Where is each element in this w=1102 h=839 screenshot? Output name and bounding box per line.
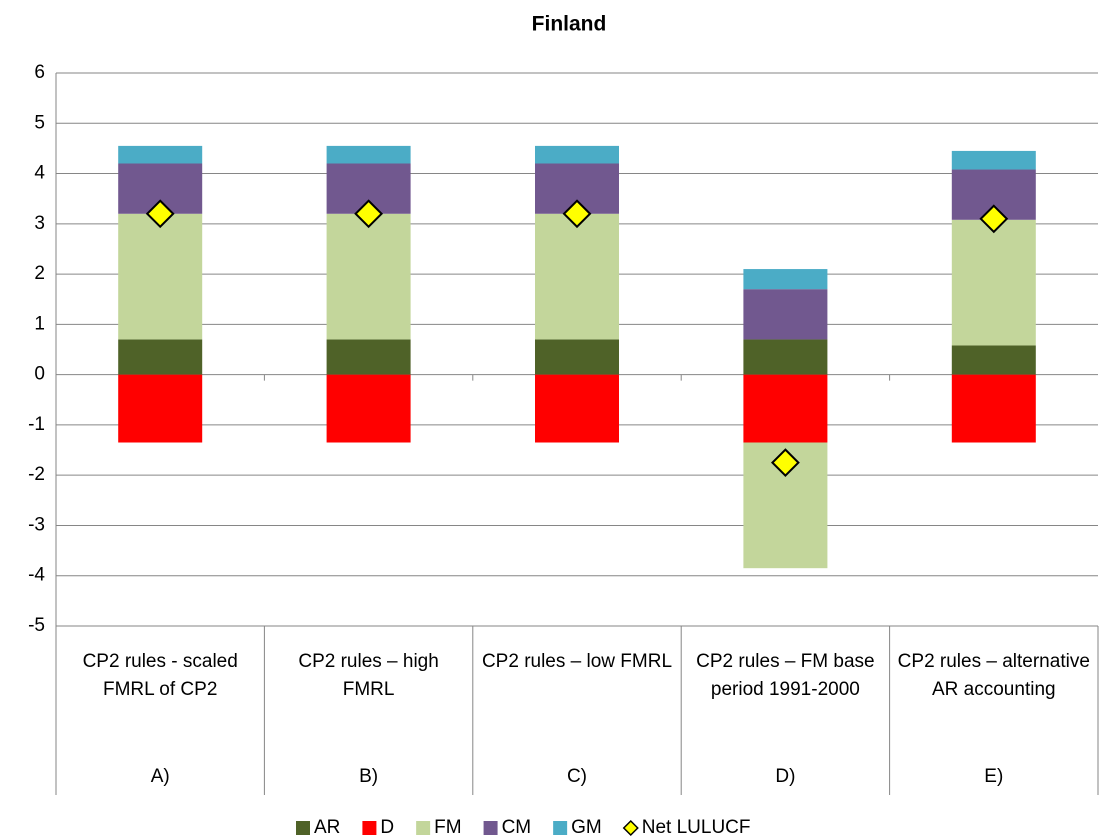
- y-tick-label: 5: [34, 112, 45, 133]
- bar-segment: [535, 145, 619, 164]
- y-tick-label: -1: [28, 414, 45, 435]
- legend-swatch: [362, 821, 377, 835]
- net-marker: [979, 204, 1009, 234]
- bar-segment: [951, 374, 1036, 443]
- bar-segment: [326, 213, 411, 340]
- bar-segment: [326, 145, 411, 164]
- y-tick-label: -4: [28, 565, 45, 586]
- y-tick-label: 1: [34, 313, 45, 334]
- net-marker: [562, 199, 592, 229]
- group-label: B): [359, 766, 379, 787]
- y-tick-label: -5: [28, 615, 45, 636]
- legend-swatch: [553, 821, 568, 835]
- chart-title: Finland: [532, 13, 607, 36]
- bar-segment: [535, 213, 619, 340]
- y-tick-label: 6: [34, 62, 45, 83]
- legend-swatch: [416, 821, 431, 835]
- x-tick-label: CP2 rules – high FMRL: [298, 651, 439, 700]
- bar-segment: [326, 374, 411, 443]
- legend-swatch: [483, 821, 498, 835]
- bar-segment: [118, 213, 203, 340]
- bar-segment: [743, 269, 828, 290]
- net-marker: [770, 448, 800, 478]
- x-tick-label: CP2 rules - scaled FMRL of CP2: [82, 651, 238, 700]
- bar-segment: [326, 339, 411, 375]
- bar-segment: [743, 289, 828, 340]
- legend-swatch: [622, 819, 639, 837]
- legend-label: CM: [502, 817, 532, 838]
- net-marker: [354, 199, 384, 229]
- y-tick-label: 3: [34, 213, 45, 234]
- net-marker: [145, 199, 175, 229]
- group-label: D): [775, 766, 796, 787]
- bar-segment: [118, 339, 203, 375]
- bar-segment: [743, 374, 828, 443]
- x-tick-label: CP2 rules – FM base period 1991-2000: [696, 651, 875, 700]
- y-tick-label: 0: [34, 364, 45, 385]
- legend-label: GM: [571, 817, 602, 838]
- x-tick-label: CP2 rules – alternative AR accounting: [897, 651, 1090, 700]
- x-tick-label: CP2 rules – low FMRL: [481, 651, 673, 672]
- bar-segment: [743, 339, 828, 375]
- legend-label: FM: [434, 817, 461, 838]
- legend-label: D: [380, 817, 394, 838]
- bar-segment: [118, 145, 203, 164]
- legend-label: AR: [314, 817, 340, 838]
- y-tick-label: -3: [28, 514, 45, 535]
- group-label: A): [150, 766, 170, 787]
- bar-segment: [951, 150, 1036, 170]
- legend-swatch: [296, 821, 310, 835]
- group-label: C): [566, 766, 588, 787]
- bar-segment: [118, 374, 203, 443]
- y-tick-label: 4: [34, 163, 45, 184]
- bar-segment: [535, 374, 619, 443]
- legend-label: Net LULUCF: [642, 817, 751, 838]
- y-tick-label: 2: [34, 263, 45, 284]
- bar-segment: [951, 219, 1036, 346]
- group-label: E): [984, 766, 1004, 787]
- y-tick-label: -2: [28, 464, 45, 485]
- bar-segment: [951, 345, 1036, 375]
- bar-segment: [535, 339, 619, 375]
